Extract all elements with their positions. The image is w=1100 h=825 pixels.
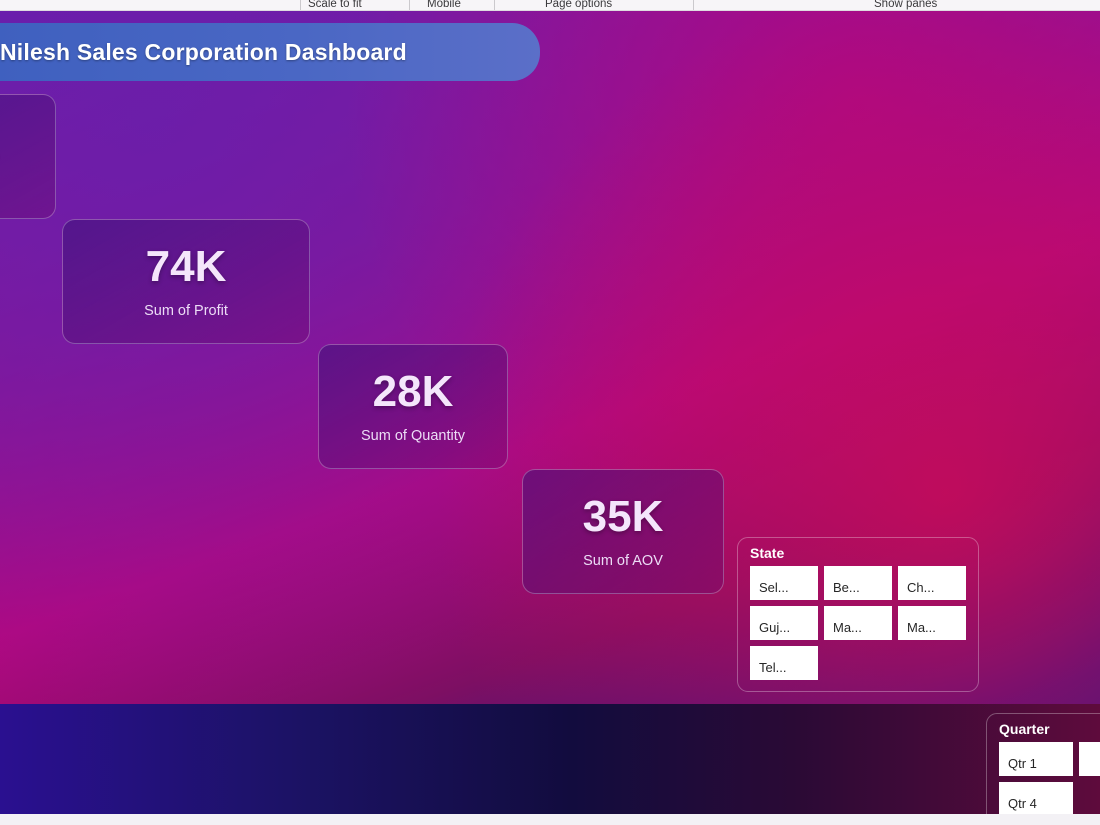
slicer-state-option-4[interactable]: Ma... <box>824 606 892 640</box>
slicer-quarter-option-0[interactable]: Qtr 1 <box>999 742 1073 776</box>
toolbar-separator <box>300 0 301 10</box>
slicer-quarter[interactable]: Quarter Qtr 1 Qtr 4 <box>986 713 1100 814</box>
page-title: Nilesh Sales Corporation Dashboard <box>0 38 407 65</box>
slicer-quarter-title: Quarter <box>999 721 1050 737</box>
slicer-state-option-2[interactable]: Ch... <box>898 566 966 600</box>
slicer-quarter-option-1[interactable] <box>1079 742 1100 776</box>
powerbi-toolbar: Scale to fit Mobile Page options Show panes <box>0 0 1100 11</box>
slicer-quarter-options: Qtr 1 Qtr 4 <box>987 742 1100 814</box>
toolbar-separator <box>494 0 495 10</box>
toolbar-item-show-panes[interactable]: Show panes <box>874 0 938 10</box>
kpi-label: Sum of Profit <box>144 302 228 319</box>
kpi-card[interactable]: K unt <box>0 94 56 219</box>
slicer-state-option-3[interactable]: Guj... <box>750 606 818 640</box>
slicer-state[interactable]: State Sel... Be... Ch... Guj... Ma... Ma... Te… <box>737 537 979 692</box>
dashboard-title-banner: Nilesh Sales Corporation Dashboard <box>0 23 540 81</box>
kpi-value: 35K <box>582 491 664 541</box>
kpi-card-sum-of-profit[interactable]: 74K Sum of Profit <box>62 219 310 344</box>
toolbar-item-scale-to-fit[interactable]: Scale to fit <box>308 0 362 10</box>
toolbar-separator <box>409 0 410 10</box>
toolbar-separator <box>693 0 694 10</box>
toolbar-item-mobile[interactable]: Mobile <box>427 0 461 10</box>
kpi-card-sum-of-aov[interactable]: 35K Sum of AOV <box>522 469 724 594</box>
slicer-state-options: Sel... Be... Ch... Guj... Ma... Ma... Tel... <box>738 566 978 689</box>
slicer-quarter-option-2[interactable]: Qtr 4 <box>999 782 1073 814</box>
kpi-value: 74K <box>145 241 227 291</box>
slicer-state-option-0[interactable]: Sel... <box>750 566 818 600</box>
kpi-label: Sum of AOV <box>583 552 663 569</box>
slicer-state-option-6[interactable]: Tel... <box>750 646 818 680</box>
kpi-label: Sum of Quantity <box>361 427 465 444</box>
kpi-card-sum-of-quantity[interactable]: 28K Sum of Quantity <box>318 344 508 469</box>
kpi-value: 28K <box>372 366 454 416</box>
slicer-state-option-5[interactable]: Ma... <box>898 606 966 640</box>
toolbar-item-page-options[interactable]: Page options <box>545 0 613 10</box>
slicer-state-title: State <box>750 545 785 561</box>
report-canvas: Nilesh Sales Corporation Dashboard K unt… <box>0 11 1100 814</box>
slicer-state-option-1[interactable]: Be... <box>824 566 892 600</box>
